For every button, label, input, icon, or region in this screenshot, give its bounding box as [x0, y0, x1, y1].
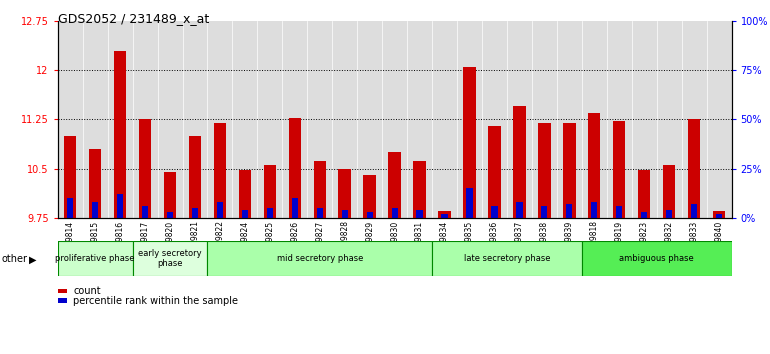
Bar	[139, 120, 152, 218]
Bar	[192, 208, 198, 218]
Text: proliferative phase: proliferative phase	[55, 254, 135, 263]
FancyBboxPatch shape	[207, 241, 432, 276]
Bar	[588, 113, 601, 218]
Bar	[507, 21, 532, 218]
Bar	[89, 149, 102, 218]
Bar	[557, 21, 582, 218]
Bar	[217, 202, 223, 218]
Bar	[263, 165, 276, 218]
Bar	[417, 210, 423, 218]
FancyBboxPatch shape	[132, 241, 207, 276]
Bar	[67, 198, 73, 218]
Bar	[631, 21, 657, 218]
Text: ▶: ▶	[29, 255, 37, 264]
Bar	[467, 188, 473, 218]
Bar	[182, 21, 207, 218]
Bar	[382, 21, 407, 218]
Text: other: other	[2, 255, 28, 264]
Bar	[313, 161, 326, 218]
Bar	[638, 170, 651, 218]
Bar	[64, 136, 76, 218]
Bar	[413, 161, 426, 218]
Bar	[242, 210, 248, 218]
Bar	[641, 212, 648, 218]
Text: count: count	[73, 286, 101, 296]
Bar	[158, 21, 182, 218]
Bar	[233, 21, 257, 218]
Bar	[283, 21, 307, 218]
Text: late secretory phase: late secretory phase	[464, 254, 551, 263]
Text: early secretory
phase: early secretory phase	[139, 249, 202, 268]
Bar	[688, 120, 700, 218]
Bar	[691, 204, 697, 218]
Bar	[307, 21, 332, 218]
Bar	[491, 206, 497, 218]
Bar	[164, 172, 176, 218]
Bar	[367, 212, 373, 218]
Bar	[391, 208, 398, 218]
Bar	[438, 211, 450, 218]
Bar	[388, 152, 401, 218]
Bar	[513, 107, 526, 218]
Bar	[207, 21, 233, 218]
FancyBboxPatch shape	[582, 241, 732, 276]
Text: GDS2052 / 231489_x_at: GDS2052 / 231489_x_at	[58, 12, 209, 25]
Bar	[132, 21, 158, 218]
Bar	[167, 212, 173, 218]
Bar	[482, 21, 507, 218]
Bar	[342, 210, 348, 218]
Bar	[563, 123, 575, 218]
Bar	[716, 214, 722, 218]
Bar	[532, 21, 557, 218]
Bar	[613, 121, 625, 218]
Bar	[142, 206, 148, 218]
Bar	[316, 208, 323, 218]
Bar	[114, 51, 126, 218]
Bar	[117, 194, 123, 218]
Bar	[582, 21, 607, 218]
Text: ambiguous phase: ambiguous phase	[619, 254, 694, 263]
Bar	[538, 123, 551, 218]
Bar	[363, 175, 376, 218]
Bar	[432, 21, 457, 218]
FancyBboxPatch shape	[432, 241, 582, 276]
Bar	[289, 118, 301, 218]
Bar	[516, 202, 523, 218]
Bar	[566, 204, 572, 218]
Bar	[488, 126, 500, 218]
Bar	[607, 21, 631, 218]
Bar	[464, 67, 476, 218]
Bar	[239, 170, 251, 218]
Bar	[457, 21, 482, 218]
Bar	[82, 21, 108, 218]
Bar	[713, 211, 725, 218]
Bar	[541, 206, 547, 218]
Bar	[663, 165, 675, 218]
Text: mid secretory phase: mid secretory phase	[276, 254, 363, 263]
Bar	[257, 21, 283, 218]
Bar	[292, 198, 298, 218]
Text: percentile rank within the sample: percentile rank within the sample	[73, 296, 238, 306]
Bar	[657, 21, 681, 218]
Bar	[92, 202, 99, 218]
Bar	[591, 202, 598, 218]
Bar	[666, 210, 672, 218]
Bar	[407, 21, 432, 218]
Bar	[339, 169, 351, 218]
Bar	[441, 214, 447, 218]
Bar	[357, 21, 382, 218]
Bar	[332, 21, 357, 218]
Bar	[108, 21, 132, 218]
FancyBboxPatch shape	[58, 241, 132, 276]
Bar	[681, 21, 707, 218]
Bar	[616, 206, 622, 218]
Bar	[707, 21, 732, 218]
Bar	[189, 136, 201, 218]
Bar	[58, 21, 82, 218]
Bar	[266, 208, 273, 218]
Bar	[214, 123, 226, 218]
